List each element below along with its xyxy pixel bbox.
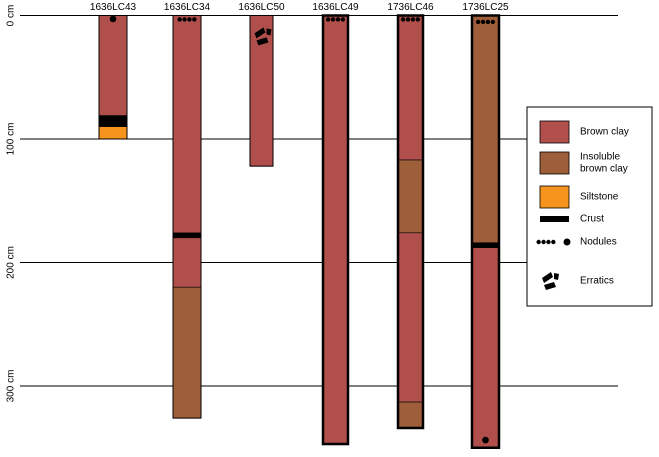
layer-brown-clay — [249, 15, 274, 167]
depth-tick-label: 100 cm — [6, 123, 17, 156]
core-column-1636lc50: 1636LC50 — [238, 2, 285, 167]
erratic-shard — [256, 37, 269, 46]
core-label: 1636LC49 — [312, 2, 359, 13]
nodule-dot — [415, 17, 421, 22]
core-label: 1636LC34 — [164, 2, 211, 13]
core-outline — [172, 15, 202, 419]
core-outline — [249, 15, 274, 167]
layer-brown-clay — [397, 15, 424, 161]
layer-crust — [472, 242, 499, 248]
core-column-1636lc49: 1636LC49 — [312, 2, 359, 446]
nodule-dot — [182, 17, 187, 22]
legend-swatch — [539, 185, 570, 209]
nodules-icon — [536, 239, 556, 245]
layer-insoluble-brown-clay — [397, 401, 424, 429]
nodule-dot — [480, 19, 486, 25]
depth-axis: 0 cm 100 cm 200 cm 300 cm — [6, 5, 17, 403]
core-label: 1636LC43 — [90, 2, 137, 13]
erratic-shard — [266, 28, 272, 36]
nodule-dot — [485, 19, 491, 25]
nodule-dot — [340, 17, 346, 22]
core-column-1636lc34: 1636LC34 — [164, 2, 211, 419]
layer-brown-clay — [471, 247, 500, 449]
core-outline — [396, 14, 425, 430]
nodule-dot — [400, 17, 406, 22]
legend-label-line: brown clay — [580, 164, 628, 175]
legend-item-erratics: Erratics — [542, 272, 614, 290]
nodule-dot — [410, 17, 416, 22]
legend-item-insoluble-brown-clay: Insoluble brown clay — [539, 151, 628, 175]
erratic-shard — [542, 272, 553, 283]
legend-item-brown-clay: Brown clay — [539, 120, 629, 144]
legend-label: Siltstone — [580, 192, 619, 203]
core-column-1736lc25: 1736LC25 — [462, 2, 509, 449]
core-label: 1636LC50 — [238, 2, 285, 13]
legend-label: Erratics — [580, 276, 614, 287]
layer-insoluble-brown-clay — [397, 159, 424, 234]
layer-siltstone — [98, 126, 128, 140]
erratic-shard — [254, 27, 266, 39]
nodule-dot — [546, 239, 551, 245]
nodule-dot — [330, 17, 336, 22]
depth-tick-label: 300 cm — [6, 370, 17, 403]
layer-insoluble-brown-clay — [471, 15, 500, 244]
core-outline — [98, 15, 128, 140]
core-outline — [321, 14, 350, 446]
legend-item-crust: Crust — [540, 214, 604, 225]
core-outline — [470, 14, 501, 449]
legend-label: Brown clay — [580, 127, 629, 138]
nodules-icon — [475, 19, 496, 25]
layer-brown-clay — [172, 237, 202, 288]
depth-tick-label: 0 cm — [6, 5, 17, 27]
nodule-large-icon — [563, 238, 571, 246]
legend-label-line: Insoluble — [580, 152, 620, 163]
nodules-icon — [325, 17, 346, 22]
nodule-dot — [192, 17, 197, 22]
depth-tick-label: 200 cm — [6, 246, 17, 279]
layer-brown-clay — [397, 232, 424, 403]
nodule-dot — [177, 17, 182, 22]
layer-insoluble-brown-clay — [172, 286, 202, 419]
layer-crust — [99, 115, 127, 127]
layer-crust — [173, 232, 201, 238]
legend-label: Crust — [580, 214, 604, 225]
layer-brown-clay — [322, 15, 349, 445]
legend: Brown clay Insoluble brown clay Siltstone Cr… — [526, 106, 653, 307]
nodule-dot — [335, 17, 341, 22]
legend-item-nodules: Nodules — [536, 237, 617, 248]
nodule-dot — [475, 19, 481, 25]
core-column-1736lc46: 1736LC46 — [387, 2, 434, 430]
nodule-large-icon — [482, 436, 489, 444]
legend-swatch — [539, 151, 570, 175]
nodule-dot — [541, 239, 546, 245]
nodule-dot — [536, 239, 541, 245]
erratics-icon — [542, 272, 559, 290]
nodule-dot — [325, 17, 331, 22]
nodules-icon — [400, 17, 421, 22]
erratics-icon — [254, 27, 272, 46]
core-columns: 1636LC43 1636LC34 1636LC50 1636LC49 1736LC46… — [90, 2, 509, 449]
nodule-large-icon — [109, 15, 117, 23]
layer-brown-clay — [172, 15, 202, 234]
core-label: 1736LC46 — [387, 2, 434, 13]
legend-item-siltstone: Siltstone — [539, 185, 619, 209]
legend-swatch — [540, 216, 569, 222]
core-label: 1736LC25 — [462, 2, 509, 13]
nodule-dot — [187, 17, 192, 22]
nodule-dot — [551, 239, 556, 245]
legend-label: Nodules — [580, 237, 617, 248]
erratic-shard — [544, 282, 556, 290]
nodules-icon — [177, 17, 197, 22]
legend-label: Insoluble brown clay — [580, 152, 628, 175]
nodule-dot — [405, 17, 411, 22]
nodule-dot — [490, 19, 496, 25]
layer-brown-clay — [98, 15, 128, 116]
legend-swatch — [539, 120, 570, 144]
erratic-shard — [554, 273, 559, 280]
core-column-1636lc43: 1636LC43 — [90, 2, 137, 140]
